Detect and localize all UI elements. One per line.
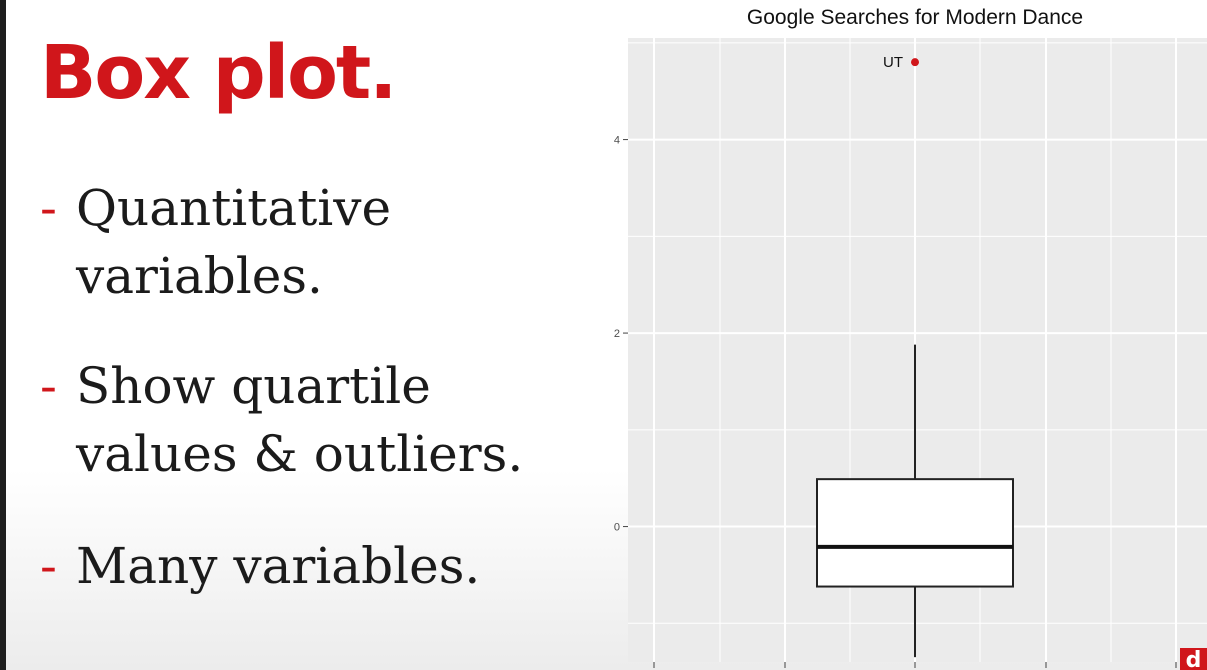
window-edge bbox=[0, 0, 6, 670]
logo-badge: d bbox=[1180, 648, 1207, 670]
bullet-text-continued: values & outliers. bbox=[76, 425, 524, 483]
bullet-dash: - bbox=[40, 537, 57, 595]
outlier-label: UT bbox=[883, 54, 903, 71]
bullet-text: Show quartile bbox=[76, 357, 431, 415]
chart-title: Google Searches for Modern Dance bbox=[746, 6, 1084, 29]
bullet-item: - Show quartile values & outliers. bbox=[40, 352, 523, 488]
bullet-item: - Many variables. bbox=[40, 532, 480, 600]
bullet-text: Quantitative bbox=[76, 179, 392, 237]
box-plot-chart: 0 2 4 UT bbox=[614, 38, 1207, 668]
y-tick-label: 2 bbox=[614, 328, 620, 340]
y-tick-label: 4 bbox=[614, 135, 620, 147]
bullet-text: Many variables. bbox=[76, 537, 481, 595]
box-iqr bbox=[816, 478, 1014, 588]
outlier-point bbox=[911, 58, 919, 67]
bullet-dash: - bbox=[40, 179, 57, 237]
bullet-item: - Quantitative variables. bbox=[40, 174, 391, 310]
y-tick-label: 0 bbox=[614, 522, 620, 534]
bullet-dash: - bbox=[40, 357, 57, 415]
slide-title: Box plot. bbox=[40, 30, 397, 116]
bullet-text-continued: variables. bbox=[76, 247, 323, 305]
